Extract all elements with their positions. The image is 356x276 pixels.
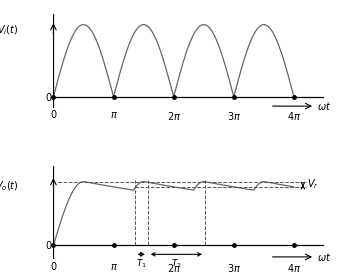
Text: $V_i(t)$: $V_i(t)$ bbox=[0, 24, 18, 38]
Text: $\omega t$: $\omega t$ bbox=[317, 251, 331, 263]
Text: $V_o(t)$: $V_o(t)$ bbox=[0, 179, 18, 193]
Text: $V_r$: $V_r$ bbox=[307, 177, 318, 191]
Text: $T_2$: $T_2$ bbox=[171, 257, 182, 270]
Text: $T_1$: $T_1$ bbox=[136, 257, 147, 270]
Text: $\omega t$: $\omega t$ bbox=[317, 100, 331, 112]
